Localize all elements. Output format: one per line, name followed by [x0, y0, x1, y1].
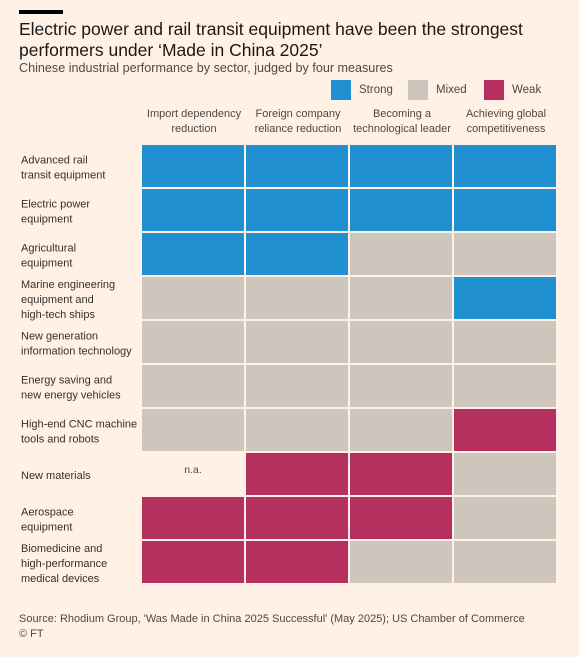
cell-agricultural-equipment-col1-strong: [142, 233, 244, 275]
cell-aerospace-equipment-col4-mixed: [454, 497, 556, 539]
row-label-agricultural-equipment: Agricultural equipment: [21, 243, 76, 270]
legend-item-mixed: Mixed: [408, 79, 467, 101]
column-header-3: Becoming a technological leader: [353, 108, 451, 135]
row-label-new-generation-information-technology: New generation information technology: [21, 331, 132, 358]
row-label-advanced-rail-transit-equipment: Advanced rail transit equipment: [21, 155, 105, 182]
cell-agricultural-equipment-col3-mixed: [350, 233, 452, 275]
column-header-4: Achieving global competitiveness: [466, 108, 546, 135]
row-label-marine-engineering-equipment-and-high-tech-ships: Marine engineering equipment and high-tech…: [21, 279, 115, 321]
cell-marine-engineering-equipment-and-high-tech-ships-col3-mixed: [350, 277, 452, 319]
cell-marine-engineering-equipment-and-high-tech-ships-col4-strong: [454, 277, 556, 319]
cell-new-generation-information-technology-col1-mixed: [142, 321, 244, 363]
cell-high-end-cnc-machine-tools-and-robots-col2-mixed: [246, 409, 348, 451]
cell-agricultural-equipment-col2-strong: [246, 233, 348, 275]
cell-new-generation-information-technology-col4-mixed: [454, 321, 556, 363]
row-label-new-materials: New materials: [21, 470, 91, 482]
cell-new-materials-col3-weak: [350, 453, 452, 495]
column-header-1: Import dependency reduction: [147, 108, 242, 135]
ft-credit: © FT: [19, 628, 44, 640]
row-label-aerospace-equipment: Aerospace equipment: [21, 507, 74, 534]
legend: Strong Mixed Weak: [0, 79, 579, 103]
cell-aerospace-equipment-col2-weak: [246, 497, 348, 539]
cell-high-end-cnc-machine-tools-and-robots-col4-weak: [454, 409, 556, 451]
legend-item-strong: Strong: [331, 79, 393, 101]
cell-new-materials-col1-n-a: [142, 453, 244, 495]
cell-agricultural-equipment-col4-mixed: [454, 233, 556, 275]
cell-electric-power-equipment-col3-strong: [350, 189, 452, 231]
legend-swatch-weak: [484, 80, 504, 100]
cell-new-generation-information-technology-col3-mixed: [350, 321, 452, 363]
legend-label-weak: Weak: [512, 84, 542, 96]
performance-grid: Import dependency reduction Foreign compan…: [21, 108, 556, 585]
column-header-2: Foreign company reliance reduction: [255, 108, 342, 135]
cell-electric-power-equipment-col1-strong: [142, 189, 244, 231]
cell-high-end-cnc-machine-tools-and-robots-col1-mixed: [142, 409, 244, 451]
row-label-electric-power-equipment: Electric power equipment: [21, 199, 90, 226]
cell-electric-power-equipment-col4-strong: [454, 189, 556, 231]
cell-energy-saving-and-new-energy-vehicles-col4-mixed: [454, 365, 556, 407]
cell-advanced-rail-transit-equipment-col2-strong: [246, 145, 348, 187]
cell-biomedicine-and-high-performance-medical-devices-col4-mixed: [454, 541, 556, 583]
legend-swatch-strong: [331, 80, 351, 100]
cell-energy-saving-and-new-energy-vehicles-col3-mixed: [350, 365, 452, 407]
cell-advanced-rail-transit-equipment-col1-strong: [142, 145, 244, 187]
cell-biomedicine-and-high-performance-medical-devices-col1-weak: [142, 541, 244, 583]
cell-electric-power-equipment-col2-strong: [246, 189, 348, 231]
cell-advanced-rail-transit-equipment-col3-strong: [350, 145, 452, 187]
cell-biomedicine-and-high-performance-medical-devices-col2-weak: [246, 541, 348, 583]
legend-label-mixed: Mixed: [436, 84, 467, 96]
legend-item-weak: Weak: [484, 79, 541, 101]
chart-subtitle: Chinese industrial performance by sector…: [19, 61, 393, 75]
cell-label-na: n.a.: [184, 464, 202, 476]
cell-new-generation-information-technology-col2-mixed: [246, 321, 348, 363]
cell-aerospace-equipment-col1-weak: [142, 497, 244, 539]
cell-marine-engineering-equipment-and-high-tech-ships-col1-mixed: [142, 277, 244, 319]
cell-energy-saving-and-new-energy-vehicles-col2-mixed: [246, 365, 348, 407]
cell-high-end-cnc-machine-tools-and-robots-col3-mixed: [350, 409, 452, 451]
cell-new-materials-col4-mixed: [454, 453, 556, 495]
row-label-energy-saving-and-new-energy-vehicles: Energy saving and new energy vehicles: [21, 375, 121, 402]
cell-new-materials-col2-weak: [246, 453, 348, 495]
cell-aerospace-equipment-col3-weak: [350, 497, 452, 539]
row-label-biomedicine-and-high-performance-medical-devices: Biomedicine and high-performance medical d…: [21, 543, 107, 585]
ft-top-bar: [19, 10, 63, 14]
cell-energy-saving-and-new-energy-vehicles-col1-mixed: [142, 365, 244, 407]
legend-label-strong: Strong: [359, 84, 393, 96]
source-note: Source: Rhodium Group, 'Was Made in Chin…: [19, 613, 525, 625]
row-label-high-end-cnc-machine-tools-and-robots: High-end CNC machine tools and robots: [21, 419, 137, 446]
cell-marine-engineering-equipment-and-high-tech-ships-col2-mixed: [246, 277, 348, 319]
chart-title: Electric power and rail transit equipmen…: [19, 19, 523, 60]
cell-advanced-rail-transit-equipment-col4-strong: [454, 145, 556, 187]
legend-swatch-mixed: [408, 80, 428, 100]
cell-biomedicine-and-high-performance-medical-devices-col3-mixed: [350, 541, 452, 583]
